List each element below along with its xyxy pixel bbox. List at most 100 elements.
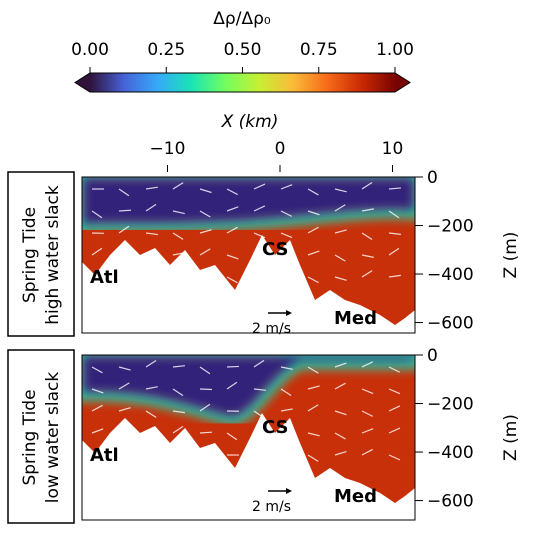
velocity-arrow <box>145 232 158 236</box>
velocity-arrow <box>91 366 103 374</box>
velocity-arrow <box>145 432 158 437</box>
seafloor <box>82 413 415 520</box>
velocity-arrow <box>307 210 320 216</box>
z-axis-label: Z (m) <box>501 414 521 461</box>
velocity-arrow <box>226 226 238 234</box>
velocity-arrow <box>361 388 374 395</box>
velocity-arrow <box>145 254 157 263</box>
colorbar-extend-low <box>75 73 90 92</box>
velocity-arrow <box>118 225 130 234</box>
velocity-arrow <box>118 454 131 460</box>
velocity-arrow <box>172 410 185 414</box>
scale-arrow-head <box>286 488 292 494</box>
velocity-arrow <box>280 454 293 458</box>
velocity-arrow <box>280 408 293 412</box>
region-label: CS <box>262 417 289 438</box>
velocity-arrow <box>199 210 211 218</box>
velocity-arrow <box>334 382 346 390</box>
surface-water <box>82 355 415 418</box>
velocity-arrow <box>307 276 319 284</box>
velocity-arrow <box>388 232 401 235</box>
velocity-arrow <box>253 205 266 212</box>
velocity-arrow <box>118 407 131 412</box>
velocity-arrow <box>334 450 347 456</box>
panel-frame <box>81 176 416 334</box>
velocity-arrow <box>307 250 320 256</box>
velocity-arrow <box>118 188 130 197</box>
z-tick-label: −200 <box>427 217 474 237</box>
velocity-arrow <box>199 188 212 194</box>
velocity-arrow <box>388 247 400 256</box>
velocity-arrow <box>307 226 319 234</box>
region-label: Med <box>334 308 377 329</box>
velocity-arrow <box>172 252 185 256</box>
scale-arrow-head <box>286 310 292 316</box>
velocity-arrow <box>226 276 238 284</box>
velocity-arrow <box>280 184 293 190</box>
velocity-arrow <box>199 366 211 375</box>
colorbar-tick-label: 0.50 <box>224 40 262 60</box>
velocity-arrow <box>307 454 319 462</box>
velocity-arrow <box>361 270 373 278</box>
velocity-arrow <box>388 454 401 461</box>
field <box>82 355 415 520</box>
z-tick-label: 0 <box>427 346 438 366</box>
colorbar-label: Δρ/Δρ₀ <box>213 9 271 29</box>
velocity-arrow <box>361 448 373 456</box>
velocity-arrow <box>145 186 158 190</box>
velocity-arrow <box>388 274 401 278</box>
velocity-arrow <box>199 388 213 391</box>
velocity-arrow <box>307 188 319 196</box>
region-label: CS <box>262 239 289 260</box>
z-tick-label: −400 <box>427 443 474 463</box>
colorbar <box>90 73 395 92</box>
velocity-arrow <box>334 254 346 262</box>
velocity-arrow <box>226 254 239 260</box>
velocity-arrow <box>334 362 347 368</box>
velocity-arrow <box>253 359 265 368</box>
z-tick-label: 0 <box>427 168 438 188</box>
surface-water <box>82 177 415 225</box>
velocity-arrow <box>361 181 373 190</box>
z-tick-label: −600 <box>427 492 474 512</box>
velocity-arrow <box>388 210 400 219</box>
velocity-arrow <box>172 269 184 278</box>
region-label: Atl <box>90 267 119 288</box>
velocity-arrow <box>226 206 239 212</box>
region-label: Med <box>334 486 377 507</box>
velocity-arrow <box>145 203 157 212</box>
velocity-arrow <box>253 447 265 456</box>
velocity-arrow <box>91 275 105 278</box>
velocity-arrow <box>253 410 265 419</box>
panel-label: low water slack <box>43 372 63 504</box>
seafloor <box>82 235 415 333</box>
velocity-arrow <box>280 366 293 370</box>
colorbar-tick-label: 0.25 <box>147 40 185 60</box>
velocity-arrow <box>280 425 292 434</box>
velocity-arrow <box>361 428 374 434</box>
velocity-arrow <box>307 366 319 374</box>
scale-label: 2 m/s <box>252 499 291 515</box>
velocity-arrow <box>145 360 157 368</box>
velocity-arrow <box>226 432 238 441</box>
z-axis-label: Z (m) <box>501 232 521 279</box>
velocity-arrow <box>280 271 293 278</box>
velocity-arrow <box>226 365 240 368</box>
velocity-arrow <box>172 425 184 434</box>
velocity-arrow <box>118 432 130 440</box>
velocity-arrow <box>388 405 401 412</box>
velocity-arrow <box>334 229 347 234</box>
velocity-arrow <box>118 366 131 371</box>
velocity-arrow <box>253 431 267 434</box>
velocity-arrow <box>226 188 238 196</box>
x-axis-label: X (km) <box>221 112 279 132</box>
panel-frame <box>81 354 416 521</box>
velocity-arrow <box>361 232 373 240</box>
z-tick-label: −600 <box>427 314 474 334</box>
velocity-arrow <box>91 210 103 219</box>
velocity-arrow <box>91 404 103 412</box>
velocity-arrow <box>361 254 374 258</box>
velocity-arrow <box>334 410 347 416</box>
velocity-arrow <box>172 388 184 397</box>
x-tick-label: −10 <box>150 139 186 159</box>
